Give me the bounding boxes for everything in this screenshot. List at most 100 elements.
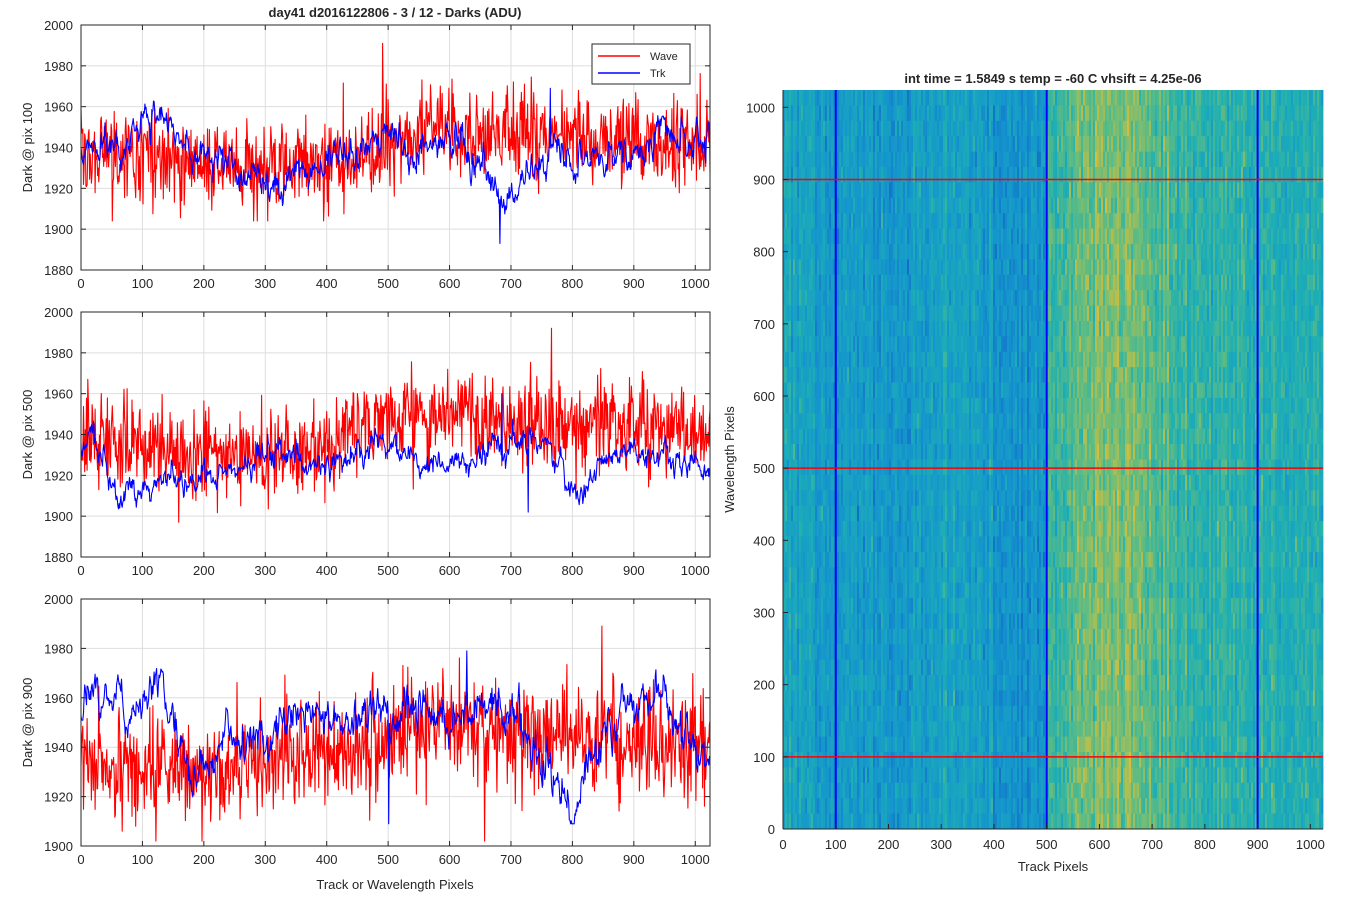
heatmap-cell	[931, 105, 934, 122]
heatmap-cell	[925, 675, 928, 691]
heatmap-cell	[887, 243, 890, 260]
heatmap-cell	[813, 521, 816, 537]
heatmap-cell	[913, 690, 916, 707]
heatmap-cell	[921, 767, 924, 784]
heatmap-cell	[825, 551, 828, 568]
heatmap-cell	[897, 644, 900, 661]
heatmap-cell	[845, 628, 848, 645]
heatmap-cell	[799, 428, 802, 445]
heatmap-cell	[859, 290, 862, 306]
heatmap-cell	[915, 413, 918, 430]
heatmap-cell	[871, 397, 874, 414]
heatmap-cell	[917, 413, 920, 430]
heatmap-cell	[855, 228, 858, 245]
heatmap-cell	[881, 444, 884, 460]
heatmap-cell	[831, 490, 834, 507]
heatmap-cell	[831, 598, 834, 614]
heatmap-cell	[921, 243, 924, 260]
heatmap-cell	[793, 459, 796, 476]
heatmap-cell	[849, 197, 852, 214]
heatmap-cell	[891, 644, 894, 661]
heatmap-cell	[785, 474, 788, 491]
heatmap-cell	[807, 151, 810, 168]
heatmap-cell	[813, 428, 816, 445]
heatmap-cell	[931, 752, 934, 768]
heatmap-cell	[927, 197, 930, 214]
heatmap-cell	[803, 767, 806, 784]
heatmap-cell	[821, 474, 824, 491]
heatmap-cell	[859, 413, 862, 430]
heatmap-cell	[909, 767, 912, 784]
heatmap-cell	[825, 274, 828, 291]
heatmap-cell	[857, 705, 860, 722]
heatmap-cell	[895, 628, 898, 645]
heatmap-cell	[813, 182, 816, 199]
heatmap-cell	[809, 767, 812, 784]
heatmap-cell	[811, 90, 814, 106]
heatmap-cell	[807, 305, 810, 322]
heatmap-cell	[797, 243, 800, 260]
heatmap-cell	[807, 105, 810, 122]
heatmap-cell	[791, 120, 794, 137]
heatmap-cell	[879, 567, 882, 584]
heatmap-cell	[859, 444, 862, 460]
heatmap-cell	[831, 136, 834, 152]
heatmap-cell	[807, 444, 810, 460]
heatmap-cell	[875, 813, 878, 830]
heatmap-cell	[875, 551, 878, 568]
heatmap-cell	[883, 90, 886, 106]
heatmap-cell	[845, 474, 848, 491]
heatmap-cell	[819, 782, 822, 799]
heatmap-cell	[885, 490, 888, 507]
heatmap-cell	[885, 675, 888, 691]
heatmap-cell	[889, 536, 892, 553]
heatmap-cell	[847, 628, 850, 645]
heatmap-cell	[895, 151, 898, 168]
heatmap-cell	[847, 151, 850, 168]
heatmap-cell	[925, 767, 928, 784]
heatmap-cell	[805, 336, 808, 353]
heatmap-cell	[791, 320, 794, 337]
heatmap-cell	[807, 582, 810, 599]
heatmap-cell	[881, 798, 884, 815]
heatmap-cell	[893, 305, 896, 322]
heatmap-cell	[795, 320, 798, 337]
heatmap-cell	[815, 752, 818, 768]
heatmap-cell	[879, 428, 882, 445]
heatmap-cell	[929, 105, 932, 122]
heatmap-cell	[795, 290, 798, 306]
heatmap-cell	[847, 413, 850, 430]
heatmap-cell	[897, 351, 900, 368]
heatmap-cell	[909, 290, 912, 306]
heatmap-cell	[859, 274, 862, 291]
heatmap-cell	[879, 505, 882, 522]
heatmap-cell	[843, 290, 846, 306]
heatmap-cell	[865, 767, 868, 784]
heatmap-cell	[883, 644, 886, 661]
heatmap-cell	[821, 675, 824, 691]
heatmap-cell	[893, 213, 896, 229]
heatmap-cell	[935, 243, 938, 260]
heatmap-cell	[923, 521, 926, 537]
heatmap-cell	[927, 644, 930, 661]
heatmap-cell	[895, 551, 898, 568]
heatmap-cell	[887, 367, 890, 383]
heatmap-cell	[875, 613, 878, 630]
heatmap-cell	[799, 336, 802, 353]
heatmap-cell	[867, 228, 870, 245]
heatmap-cell	[883, 382, 886, 399]
heatmap-cell	[833, 243, 836, 260]
heatmap-cell	[931, 351, 934, 368]
heatmap-cell	[923, 474, 926, 491]
heatmap-cell	[869, 182, 872, 199]
heatmap-cell	[859, 336, 862, 353]
heatmap-cell	[861, 136, 864, 152]
heatmap-cell	[805, 490, 808, 507]
heatmap-cell	[931, 721, 934, 738]
heatmap-cell	[887, 659, 890, 676]
heatmap-cell	[877, 105, 880, 122]
heatmap-cell	[853, 305, 856, 322]
heatmap-cell	[785, 413, 788, 430]
heatmap-cell	[873, 243, 876, 260]
heatmap-cell	[911, 813, 914, 830]
